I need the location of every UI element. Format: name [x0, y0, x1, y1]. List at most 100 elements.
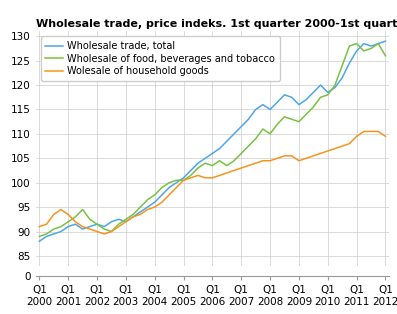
Wholesale trade, total — [369, 44, 374, 48]
Wolesale of household goods — [340, 144, 345, 148]
Wholesale trade, total — [289, 95, 294, 99]
Wholesale of food, beverages and tobacco — [203, 161, 208, 165]
Wholesale trade, total — [73, 222, 78, 226]
Wolesale of household goods — [361, 130, 366, 133]
Wolesale of household goods — [333, 147, 337, 150]
Wholesale of food, beverages and tobacco — [174, 178, 179, 182]
Wholesale of food, beverages and tobacco — [361, 49, 366, 53]
Wholesale trade, total — [87, 225, 92, 229]
Wolesale of household goods — [51, 213, 56, 216]
Wholesale of food, beverages and tobacco — [152, 193, 157, 197]
Wolesale of household goods — [160, 200, 164, 204]
Text: Wholesale trade, price indeks. 1st quarter 2000-1st quarter 2012: Wholesale trade, price indeks. 1st quart… — [36, 19, 397, 29]
Wholesale of food, beverages and tobacco — [102, 227, 107, 231]
Wholesale trade, total — [383, 39, 388, 43]
Wholesale trade, total — [275, 100, 279, 104]
Wolesale of household goods — [196, 174, 200, 177]
Wholesale trade, total — [94, 222, 99, 226]
Wholesale of food, beverages and tobacco — [145, 198, 150, 202]
Wolesale of household goods — [282, 154, 287, 158]
Wholesale trade, total — [253, 108, 258, 111]
Wolesale of household goods — [246, 164, 251, 167]
Wholesale of food, beverages and tobacco — [196, 166, 200, 170]
Wolesale of household goods — [347, 142, 352, 146]
Wolesale of household goods — [231, 169, 236, 172]
Wholesale of food, beverages and tobacco — [210, 164, 215, 167]
Wolesale of household goods — [123, 220, 128, 224]
Wholesale trade, total — [361, 42, 366, 46]
Wolesale of household goods — [37, 225, 42, 229]
Wholesale trade, total — [246, 117, 251, 121]
Wholesale trade, total — [354, 49, 359, 53]
Wholesale trade, total — [109, 220, 114, 224]
Wolesale of household goods — [59, 208, 64, 211]
Wholesale of food, beverages and tobacco — [59, 225, 64, 229]
Wholesale of food, beverages and tobacco — [246, 144, 251, 148]
Line: Wolesale of household goods: Wolesale of household goods — [39, 132, 385, 234]
Wolesale of household goods — [239, 166, 244, 170]
Wolesale of household goods — [268, 159, 272, 163]
Wolesale of household goods — [318, 152, 323, 155]
Wholesale of food, beverages and tobacco — [282, 115, 287, 119]
Wholesale of food, beverages and tobacco — [66, 220, 71, 224]
Wholesale trade, total — [297, 103, 301, 106]
Wholesale of food, beverages and tobacco — [44, 232, 49, 236]
Wolesale of household goods — [311, 154, 316, 158]
Legend: Wholesale trade, total, Wholesale of food, beverages and tobacco, Wolesale of ho: Wholesale trade, total, Wholesale of foo… — [40, 36, 279, 81]
Wholesale of food, beverages and tobacco — [116, 222, 121, 226]
Wholesale of food, beverages and tobacco — [181, 178, 186, 182]
Wholesale trade, total — [102, 225, 107, 229]
Wolesale of household goods — [152, 205, 157, 209]
Wholesale trade, total — [189, 169, 193, 172]
Wolesale of household goods — [131, 215, 135, 219]
Wholesale trade, total — [59, 230, 64, 233]
Wholesale of food, beverages and tobacco — [239, 152, 244, 155]
Wholesale trade, total — [138, 210, 143, 214]
Wholesale trade, total — [268, 108, 272, 111]
Wholesale of food, beverages and tobacco — [109, 230, 114, 233]
Wolesale of household goods — [253, 161, 258, 165]
Wholesale trade, total — [217, 147, 222, 150]
Wholesale trade, total — [340, 76, 345, 80]
Wolesale of household goods — [87, 227, 92, 231]
Wholesale trade, total — [174, 181, 179, 185]
Wolesale of household goods — [66, 213, 71, 216]
Wolesale of household goods — [138, 213, 143, 216]
Wholesale trade, total — [260, 103, 265, 106]
Wholesale of food, beverages and tobacco — [87, 217, 92, 221]
Wholesale of food, beverages and tobacco — [376, 42, 381, 46]
Wholesale of food, beverages and tobacco — [167, 181, 172, 185]
Wholesale trade, total — [326, 90, 330, 94]
Wholesale trade, total — [304, 98, 308, 102]
Wholesale trade, total — [167, 186, 172, 189]
Wholesale of food, beverages and tobacco — [268, 132, 272, 136]
Wolesale of household goods — [94, 230, 99, 233]
Wholesale trade, total — [210, 152, 215, 155]
Wholesale of food, beverages and tobacco — [138, 205, 143, 209]
Wholesale trade, total — [145, 205, 150, 209]
Wholesale trade, total — [51, 232, 56, 236]
Wholesale of food, beverages and tobacco — [311, 105, 316, 109]
Wholesale trade, total — [37, 239, 42, 243]
Wholesale trade, total — [66, 225, 71, 229]
Wolesale of household goods — [217, 174, 222, 177]
Wholesale trade, total — [203, 156, 208, 160]
Wholesale of food, beverages and tobacco — [340, 64, 345, 68]
Wholesale of food, beverages and tobacco — [289, 117, 294, 121]
Line: Wholesale of food, beverages and tobacco: Wholesale of food, beverages and tobacco — [39, 44, 385, 236]
Wholesale of food, beverages and tobacco — [231, 159, 236, 163]
Wolesale of household goods — [275, 156, 279, 160]
Wholesale of food, beverages and tobacco — [80, 208, 85, 211]
Wholesale trade, total — [333, 86, 337, 89]
Wolesale of household goods — [189, 176, 193, 180]
Wholesale trade, total — [160, 193, 164, 197]
Wholesale of food, beverages and tobacco — [333, 83, 337, 87]
Wholesale of food, beverages and tobacco — [189, 174, 193, 177]
Wholesale of food, beverages and tobacco — [275, 122, 279, 126]
Wholesale of food, beverages and tobacco — [51, 227, 56, 231]
Wholesale of food, beverages and tobacco — [326, 93, 330, 97]
Wolesale of household goods — [102, 232, 107, 236]
Wholesale trade, total — [181, 176, 186, 180]
Wholesale of food, beverages and tobacco — [160, 186, 164, 189]
Wholesale of food, beverages and tobacco — [354, 42, 359, 46]
